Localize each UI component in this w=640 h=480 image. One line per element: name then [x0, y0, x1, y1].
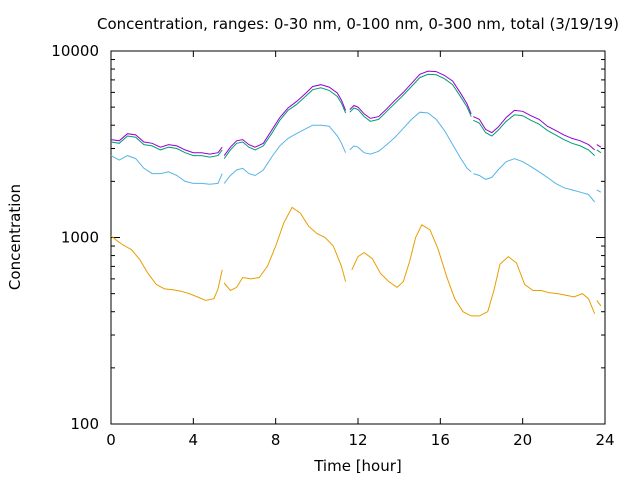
x-tick-label: 0: [106, 431, 116, 449]
series-1-line: [596, 144, 602, 148]
series-1-line: [473, 109, 596, 151]
series-1-line: [349, 70, 472, 119]
y-axis: 100 1000 10000: [51, 42, 605, 433]
x-tick-label: 12: [348, 431, 367, 449]
x-axis-label: Time [hour]: [313, 457, 402, 475]
series-1-line: [110, 133, 223, 155]
y-tick-label: 10000: [51, 42, 99, 60]
series-3-line: [349, 111, 472, 173]
series-2-line: [473, 114, 596, 156]
series-4-line: [110, 235, 223, 301]
series-1-line: [223, 84, 347, 156]
series-2-line: [110, 135, 223, 158]
series-3-line: [596, 189, 602, 193]
series-3-line: [110, 155, 223, 185]
y-axis-label: Concentration: [6, 184, 24, 290]
series-4-line: [223, 206, 347, 292]
series-4-line: [351, 224, 596, 317]
x-tick-label: 8: [271, 431, 281, 449]
x-tick-label: 24: [595, 431, 614, 449]
y-tick-label: 1000: [61, 229, 99, 247]
series-4-line: [596, 300, 602, 307]
x-tick-label: 4: [189, 431, 199, 449]
series-2-line: [223, 87, 347, 159]
chart-title: Concentration, ranges: 0-30 nm, 0-100 nm…: [97, 15, 619, 33]
y-tick-label: 100: [70, 415, 99, 433]
series-2-line: [349, 73, 472, 122]
series-3-line: [473, 158, 596, 203]
x-tick-label: 16: [431, 431, 450, 449]
series-2-line: [596, 149, 602, 154]
plot-lines: [110, 70, 602, 317]
x-axis: 0 4 8 12 16 20 24: [106, 51, 615, 449]
x-tick-label: 20: [513, 431, 532, 449]
series-3-line: [223, 124, 347, 184]
